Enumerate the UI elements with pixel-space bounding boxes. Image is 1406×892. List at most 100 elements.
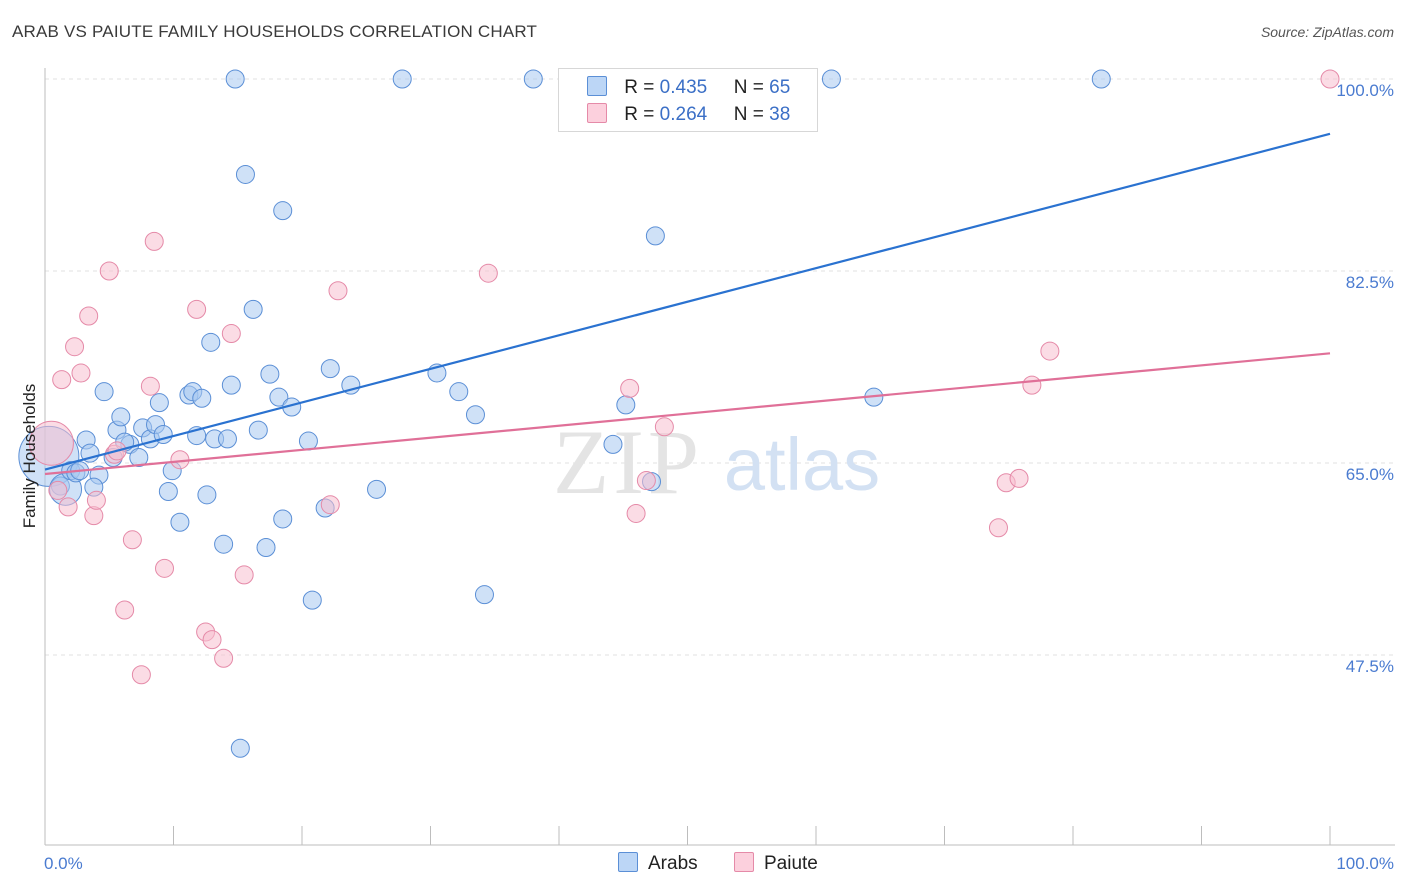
arabs-point <box>221 375 241 395</box>
paiute-point <box>1320 69 1340 89</box>
arabs-point <box>1091 69 1111 89</box>
paiute-point <box>202 630 222 650</box>
legend-r-value: 0.264 <box>659 104 708 125</box>
arabs-point <box>320 359 340 379</box>
paiute-point <box>654 417 674 437</box>
series-arabs-points <box>18 69 1111 758</box>
arabs-point <box>273 201 293 221</box>
arabs-legend-label: Arabs <box>648 853 698 874</box>
paiute-point <box>221 324 241 344</box>
paiute-point <box>1022 375 1042 395</box>
paiute-legend-swatch <box>734 852 754 872</box>
paiute-legend-label: Paiute <box>764 853 818 874</box>
arabs-point <box>367 479 387 499</box>
watermark-zip: ZIP <box>553 411 703 513</box>
chart-title: ARAB VS PAIUTE FAMILY HOUSEHOLDS CORRELA… <box>12 22 538 41</box>
arabs-point <box>449 382 469 402</box>
arabs-point <box>197 485 217 505</box>
paiute-point <box>328 281 348 301</box>
legend-r-value: 0.435 <box>659 77 708 98</box>
arabs-point <box>214 534 234 554</box>
paiute-point <box>626 503 646 523</box>
arabs-point <box>243 299 263 319</box>
paiute-point <box>65 337 85 357</box>
paiute-point <box>234 565 254 585</box>
arabs-point <box>235 164 255 184</box>
legend-r-label: R = <box>624 104 655 125</box>
y-tick-label: 47.5% <box>1346 657 1394 676</box>
paiute-point <box>79 306 99 326</box>
x-tick-min: 0.0% <box>44 854 83 873</box>
y-tick-labels: 47.5% 65.0% 82.5% 100.0% <box>1336 81 1394 676</box>
paiute-point <box>155 558 175 578</box>
arabs-point <box>302 590 322 610</box>
legend-n-label: N = <box>733 104 764 125</box>
arabs-point <box>111 407 131 427</box>
paiute-point <box>52 370 72 390</box>
bottom-legend-paiute: Paiute <box>734 852 818 875</box>
paiute-trendline <box>44 352 1331 476</box>
arabs-point <box>260 364 280 384</box>
source-label: Source: ZipAtlas.com <box>1260 24 1394 40</box>
paiute-point <box>144 231 164 251</box>
arabs-point <box>474 585 494 605</box>
series-paiute-points <box>28 69 1340 685</box>
paiute-point <box>320 495 340 515</box>
legend-n-value: 65 <box>769 77 791 98</box>
arabs-point <box>149 393 169 413</box>
paiute-point <box>28 420 74 466</box>
paiute-point <box>86 490 106 510</box>
paiute-point <box>58 497 78 517</box>
paiute-point <box>187 299 207 319</box>
arabs-point <box>465 405 485 425</box>
arabs-point <box>273 509 293 529</box>
arabs-point <box>603 434 623 454</box>
arabs-point <box>645 226 665 246</box>
arabs-point <box>248 420 268 440</box>
trendlines <box>44 132 1331 476</box>
arabs-point <box>298 431 318 451</box>
arabs-point <box>230 738 250 758</box>
arabs-point <box>523 69 543 89</box>
arabs-point <box>821 69 841 89</box>
arabs-swatch <box>587 76 607 96</box>
paiute-point <box>988 518 1008 538</box>
paiute-point <box>99 261 119 281</box>
paiute-point <box>122 530 142 550</box>
legend-n-value: 38 <box>769 104 791 125</box>
arabs-trendline <box>44 132 1331 471</box>
stats-legend: R = 0.435 N = 65 R = 0.264 N = 38 <box>558 68 818 132</box>
paiute-point <box>115 600 135 620</box>
arabs-point <box>217 429 237 449</box>
bottom-legend-arabs: Arabs <box>618 852 698 875</box>
arabs-point <box>392 69 412 89</box>
arabs-point <box>94 382 114 402</box>
legend-n-label: N = <box>733 77 764 98</box>
paiute-point <box>478 263 498 283</box>
paiute-point <box>48 480 68 500</box>
paiute-point <box>71 363 91 383</box>
paiute-point <box>131 665 151 685</box>
paiute-swatch <box>587 103 607 123</box>
paiute-point <box>140 376 160 396</box>
y-tick-label: 100.0% <box>1336 81 1394 100</box>
arabs-legend-swatch <box>618 852 638 872</box>
arabs-point <box>170 512 190 532</box>
legend-row-paiute: R = 0.264 N = 38 <box>587 103 790 127</box>
axes <box>44 68 1395 846</box>
arabs-point <box>192 388 212 408</box>
y-axis-title: Family Households <box>20 384 39 529</box>
watermark-atlas: atlas <box>724 423 880 506</box>
paiute-point <box>214 648 234 668</box>
paiute-point <box>636 471 656 491</box>
paiute-point <box>620 378 640 398</box>
y-tick-label: 65.0% <box>1346 465 1394 484</box>
arabs-point <box>158 482 178 502</box>
arabs-point <box>616 395 636 415</box>
x-tick-max: 100.0% <box>1336 854 1394 873</box>
y-tick-label: 82.5% <box>1346 273 1394 292</box>
paiute-point <box>1040 341 1060 361</box>
legend-r-label: R = <box>624 77 655 98</box>
legend-row-arabs: R = 0.435 N = 65 <box>587 76 790 100</box>
